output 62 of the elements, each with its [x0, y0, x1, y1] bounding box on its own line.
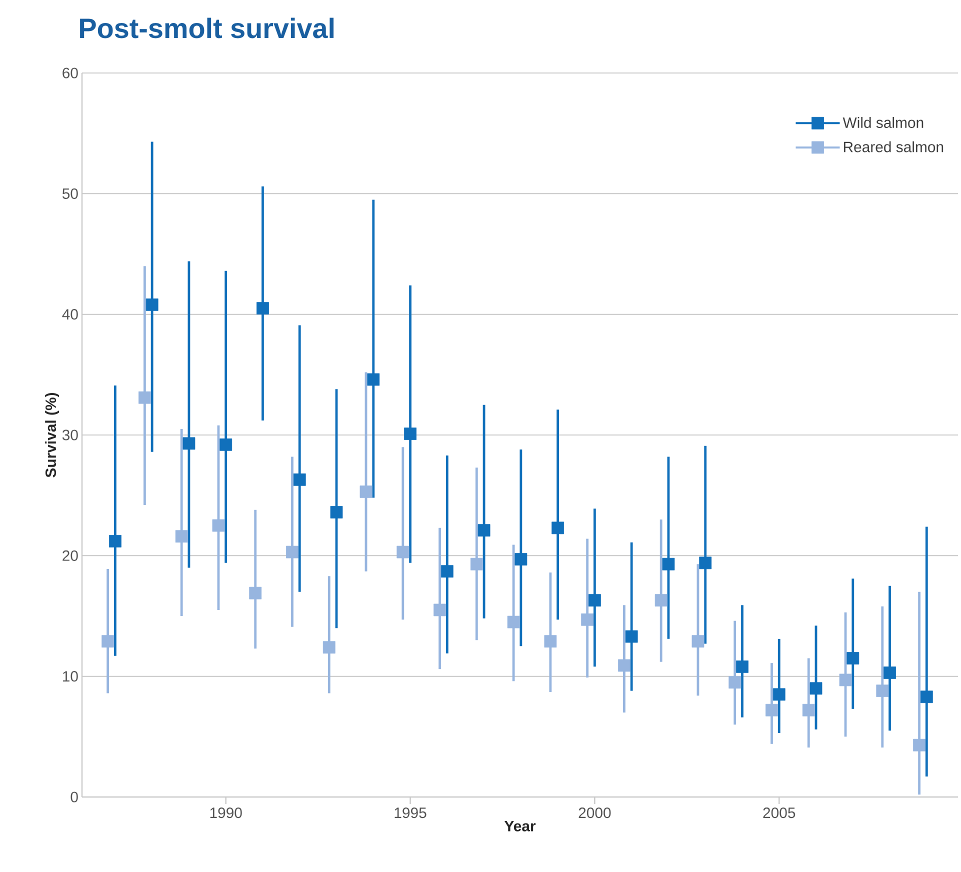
point	[920, 690, 933, 704]
point	[884, 666, 896, 679]
x-tick-label: 2005	[763, 808, 796, 818]
point	[404, 428, 416, 440]
point	[802, 704, 815, 716]
point	[625, 630, 638, 643]
y-tick-label: 10	[63, 671, 78, 682]
point	[736, 660, 748, 673]
point	[810, 682, 822, 695]
point	[876, 684, 889, 698]
x-tick-label: 2000	[578, 808, 611, 818]
point	[507, 616, 520, 628]
point	[913, 738, 926, 752]
point	[220, 438, 232, 451]
point	[360, 486, 372, 498]
legend-label: Reared salmon	[844, 141, 944, 152]
point	[249, 586, 262, 600]
point	[478, 524, 490, 537]
point	[396, 546, 410, 558]
point	[138, 391, 151, 404]
point	[440, 565, 454, 578]
point	[839, 674, 852, 686]
point	[618, 659, 630, 672]
point	[212, 519, 225, 532]
y-tick-label: 20	[62, 550, 78, 561]
y-axis-title: Survival (%)	[45, 392, 60, 478]
point	[544, 635, 557, 648]
point	[330, 506, 343, 518]
point	[662, 558, 675, 570]
y-tick-label: 60	[62, 68, 78, 78]
y-tick-label: 40	[62, 309, 78, 320]
point	[102, 635, 114, 648]
point	[146, 298, 158, 311]
point	[692, 635, 704, 648]
y-tick-label: 30	[62, 430, 78, 440]
x-tick-label: 1990	[210, 808, 242, 818]
point	[728, 676, 742, 689]
point	[256, 302, 269, 314]
point	[293, 473, 306, 486]
point	[588, 594, 601, 607]
point	[766, 704, 778, 716]
point	[581, 613, 594, 626]
point	[286, 546, 298, 558]
point	[846, 652, 860, 664]
chart-title: Post-smolt survival	[80, 18, 334, 38]
point	[182, 437, 196, 450]
point	[552, 522, 564, 534]
y-tick-label: 50	[62, 188, 78, 199]
point	[434, 604, 446, 616]
point	[108, 534, 122, 548]
point	[322, 641, 336, 654]
point	[699, 556, 712, 570]
point	[772, 688, 786, 701]
x-tick-label: 1995	[394, 808, 426, 818]
point	[175, 530, 188, 543]
legend-label: Wild salmon	[842, 116, 924, 128]
point	[470, 558, 483, 570]
point	[367, 373, 380, 386]
x-axis-title: Year	[504, 820, 536, 832]
point	[514, 553, 528, 566]
point	[654, 594, 668, 607]
y-tick-label: 0	[70, 792, 78, 802]
